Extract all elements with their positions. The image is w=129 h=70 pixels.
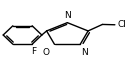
Text: F: F bbox=[31, 47, 36, 56]
Text: N: N bbox=[64, 11, 71, 20]
Text: O: O bbox=[43, 48, 50, 57]
Text: Cl: Cl bbox=[118, 20, 127, 29]
Text: N: N bbox=[81, 48, 88, 57]
